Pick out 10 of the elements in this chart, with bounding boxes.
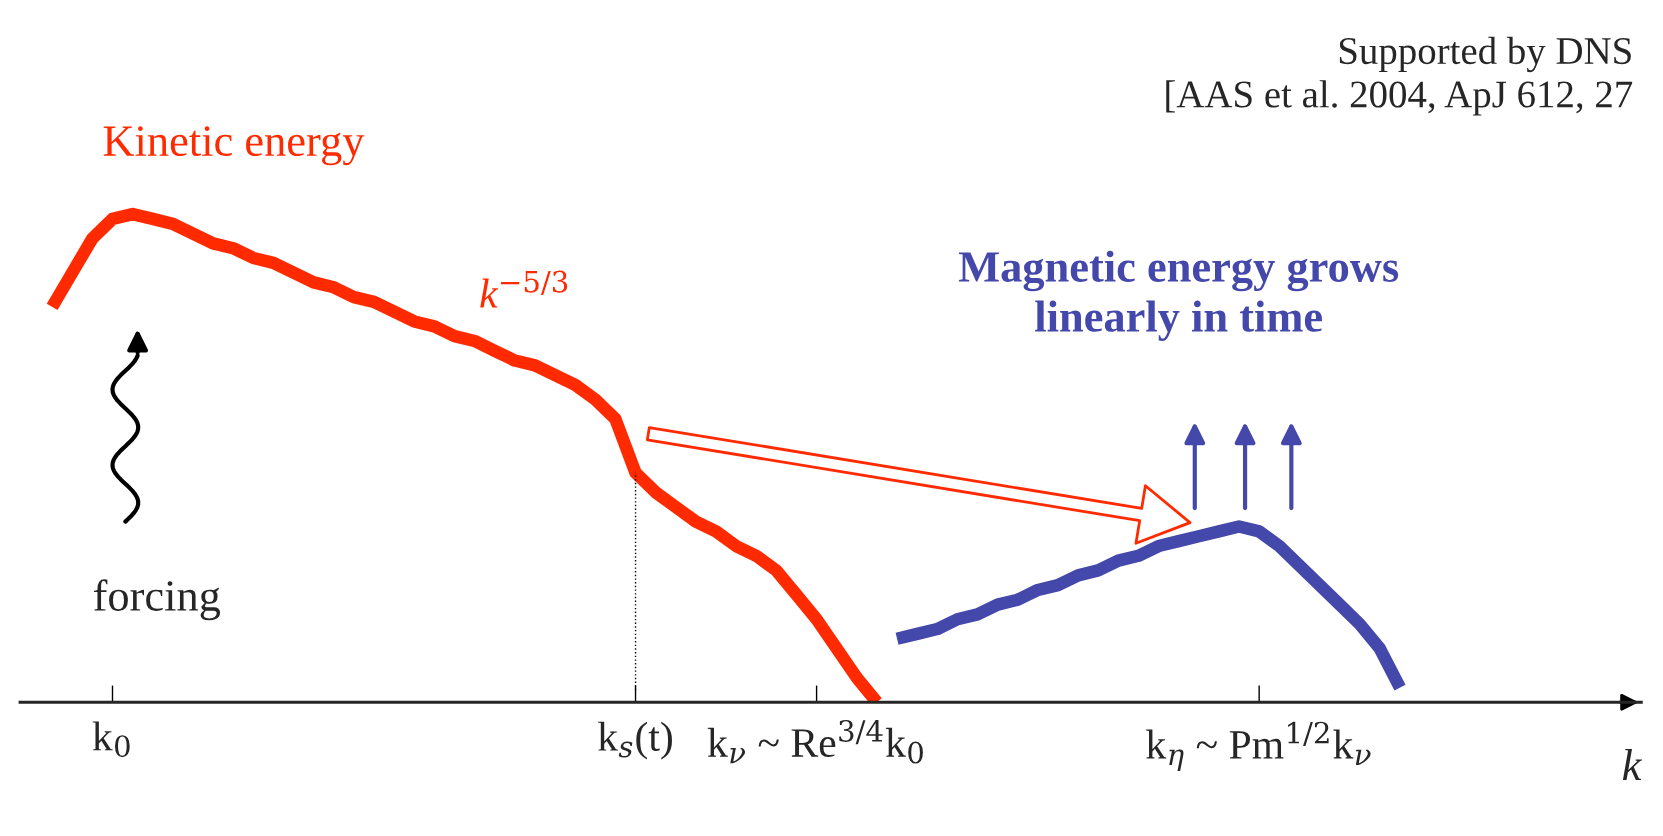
text: Magnetic energy grows linearly in time	[958, 250, 1399, 341]
annotation: k$^{−5/3}$	[480, 270, 568, 308]
series-label: Kinetic energy	[103, 126, 365, 166]
annotation: forcing	[93, 579, 221, 621]
text: Supported by DNS [AAS et al. 2004, ApJ 612, 27	[1166, 36, 1633, 116]
x-tick-label: k$_{η}$ ~ Pm$^{1/2}$k$_{ν}$	[1146, 721, 1371, 772]
x-tick-label: k$_{s}$(t)	[598, 721, 672, 760]
x-tick-label: k$_{0}$	[92, 721, 130, 758]
x-tick-label: k$_{ν}$ ~ Re$^{3/4}$k$_{0}$	[707, 719, 923, 764]
x-axis-title: k	[1622, 749, 1643, 780]
